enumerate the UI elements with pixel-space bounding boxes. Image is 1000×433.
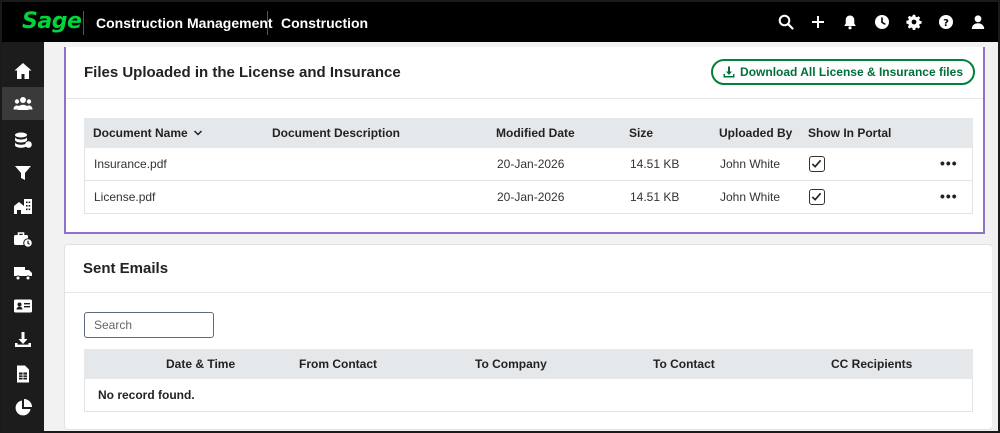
- column-header-size[interactable]: Size: [629, 126, 654, 140]
- column-header-description[interactable]: Document Description: [272, 126, 401, 140]
- sent-emails-card: Sent Emails Date & Time From Contact To …: [64, 244, 993, 430]
- uploaded-by: John White: [720, 190, 781, 204]
- sage-logo[interactable]: Sage: [22, 9, 82, 34]
- file-size: 14.51 KB: [630, 190, 680, 204]
- column-header-to-company[interactable]: To Company: [475, 357, 547, 371]
- show-in-portal-checkbox[interactable]: [809, 156, 825, 172]
- document-link[interactable]: Insurance.pdf: [94, 157, 167, 171]
- help-icon[interactable]: ?: [930, 2, 962, 42]
- modified-date: 20-Jan-2026: [497, 190, 565, 204]
- home-icon[interactable]: [2, 54, 44, 87]
- sent-emails-title: Sent Emails: [83, 260, 169, 277]
- column-header-document-name[interactable]: Document Name: [93, 118, 203, 148]
- app-name[interactable]: Construction Management: [96, 15, 273, 31]
- download-icon: [723, 66, 735, 78]
- files-card: Files Uploaded in the License and Insura…: [64, 47, 985, 234]
- module-name[interactable]: Construction: [281, 15, 369, 31]
- left-nav-rail: [2, 42, 44, 431]
- column-header-modified-date[interactable]: Modified Date: [496, 126, 575, 140]
- filter-icon[interactable]: [2, 156, 44, 189]
- header-divider: [83, 11, 84, 35]
- files-card-title: Files Uploaded in the License and Insura…: [84, 64, 401, 81]
- download-all-button[interactable]: Download All License & Insurance files: [711, 59, 975, 85]
- header-divider: [267, 11, 268, 35]
- database-icon[interactable]: [2, 123, 44, 156]
- column-header-cc-recipients[interactable]: CC Recipients: [831, 357, 913, 371]
- vertical-scrollbar[interactable]: [992, 42, 998, 431]
- plus-icon[interactable]: [802, 2, 834, 42]
- id-card-icon[interactable]: [2, 289, 44, 322]
- table-row: License.pdf 20-Jan-2026 14.51 KB John Wh…: [84, 181, 973, 214]
- download-all-label: Download All License & Insurance files: [740, 65, 963, 79]
- table-row: Insurance.pdf 20-Jan-2026 14.51 KB John …: [84, 148, 973, 181]
- column-header-from-contact[interactable]: From Contact: [299, 357, 377, 371]
- buildings-icon[interactable]: [2, 189, 44, 222]
- clock-icon[interactable]: [866, 2, 898, 42]
- checkmark-icon: [811, 192, 822, 201]
- header-actions: ?: [770, 2, 994, 42]
- svg-text:?: ?: [943, 18, 949, 29]
- checkmark-icon: [811, 159, 822, 168]
- file-size: 14.51 KB: [630, 157, 680, 171]
- emails-grid-header: Date & Time From Contact To Company To C…: [84, 349, 973, 379]
- gear-icon[interactable]: [898, 2, 930, 42]
- sent-emails-header: Sent Emails: [65, 245, 992, 293]
- spreadsheet-icon[interactable]: [2, 357, 44, 390]
- column-header-uploaded-by[interactable]: Uploaded By: [719, 126, 793, 140]
- show-in-portal-checkbox[interactable]: [809, 189, 825, 205]
- document-link[interactable]: License.pdf: [94, 190, 156, 204]
- truck-icon[interactable]: [2, 256, 44, 289]
- modified-date: 20-Jan-2026: [497, 157, 565, 171]
- chevron-down-icon: [194, 130, 203, 136]
- uploaded-by: John White: [720, 157, 781, 171]
- user-icon[interactable]: [962, 2, 994, 42]
- files-grid-header: Document Name Document Description Modif…: [84, 118, 973, 148]
- main-content: Files Uploaded in the License and Insura…: [44, 42, 998, 431]
- search-icon[interactable]: [770, 2, 802, 42]
- more-actions-icon[interactable]: •••: [940, 155, 958, 171]
- empty-state-row: No record found.: [84, 379, 973, 412]
- files-card-header: Files Uploaded in the License and Insura…: [66, 47, 983, 99]
- search-input[interactable]: [84, 312, 214, 338]
- top-bar: Sage Construction Management Constructio…: [2, 2, 998, 42]
- column-header-date-time[interactable]: Date & Time: [166, 357, 236, 371]
- briefcase-clock-icon[interactable]: [2, 222, 44, 255]
- pie-chart-icon[interactable]: [2, 391, 44, 424]
- more-actions-icon[interactable]: •••: [940, 188, 958, 204]
- download-icon[interactable]: [2, 323, 44, 356]
- empty-message: No record found.: [98, 388, 195, 402]
- column-header-show-in-portal[interactable]: Show In Portal: [808, 126, 892, 140]
- column-header-to-contact[interactable]: To Contact: [653, 357, 715, 371]
- bell-icon[interactable]: [834, 2, 866, 42]
- column-label: Document Name: [93, 126, 188, 140]
- users-icon[interactable]: [2, 87, 44, 120]
